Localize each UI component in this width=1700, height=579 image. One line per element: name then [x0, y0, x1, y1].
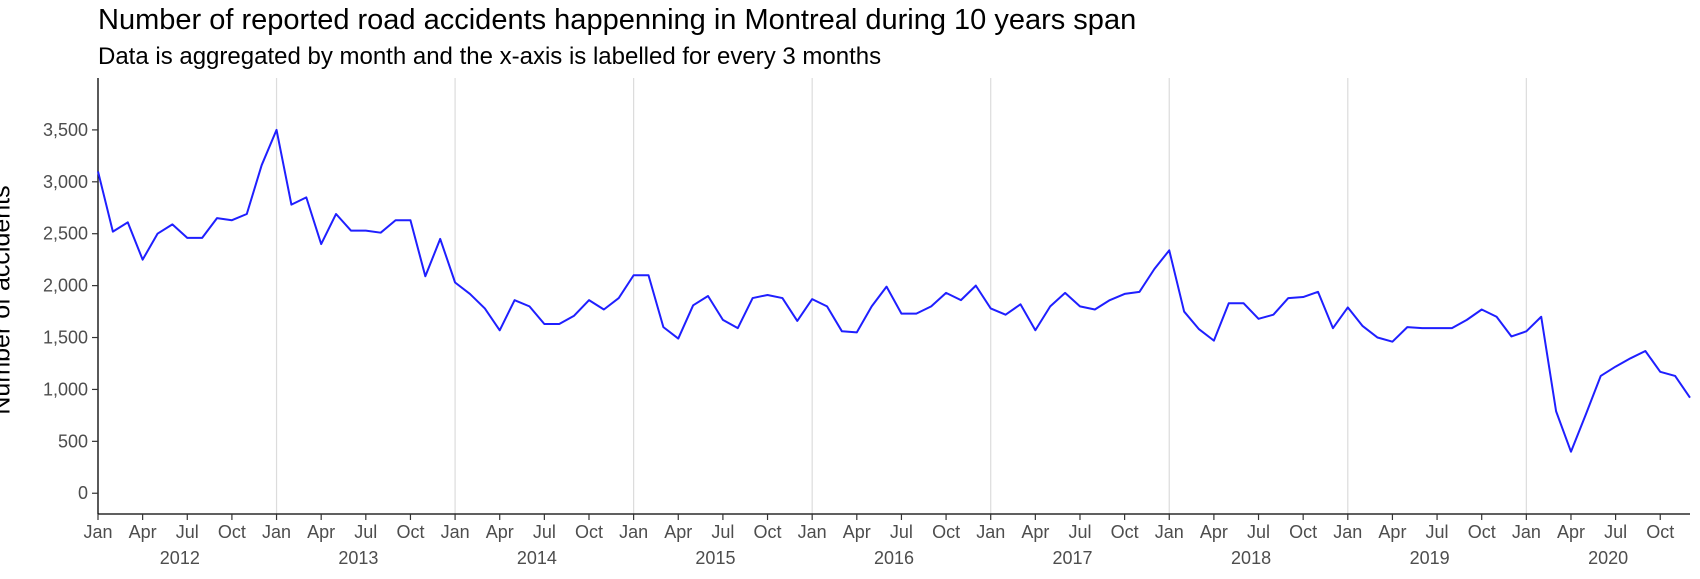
x-tick-label: Oct: [396, 522, 424, 542]
y-tick-label: 2,000: [43, 276, 88, 296]
x-tick-label: Apr: [1557, 522, 1585, 542]
x-year-label: 2014: [517, 548, 557, 568]
x-tick-label: Apr: [664, 522, 692, 542]
x-year-label: 2020: [1588, 548, 1628, 568]
x-year-label: 2012: [160, 548, 200, 568]
x-tick-label: Jan: [619, 522, 648, 542]
x-tick-label: Oct: [218, 522, 246, 542]
x-tick-label: Jan: [262, 522, 291, 542]
x-tick-label: Jul: [890, 522, 913, 542]
x-tick-label: Jul: [533, 522, 556, 542]
x-tick-label: Jan: [83, 522, 112, 542]
y-tick-label: 1,500: [43, 328, 88, 348]
x-tick-label: Oct: [1468, 522, 1496, 542]
y-tick-label: 3,500: [43, 120, 88, 140]
x-tick-label: Oct: [1289, 522, 1317, 542]
x-tick-label: Apr: [843, 522, 871, 542]
x-tick-label: Jul: [1604, 522, 1627, 542]
x-tick-label: Jan: [798, 522, 827, 542]
x-tick-label: Jan: [441, 522, 470, 542]
chart-subtitle: Data is aggregated by month and the x-ax…: [98, 43, 882, 70]
x-tick-label: Apr: [1200, 522, 1228, 542]
x-tick-label: Oct: [1646, 522, 1674, 542]
x-tick-label: Jan: [976, 522, 1005, 542]
x-tick-label: Apr: [129, 522, 157, 542]
x-tick-label: Jan: [1333, 522, 1362, 542]
y-tick-label: 1,000: [43, 379, 88, 399]
x-tick-label: Jul: [354, 522, 377, 542]
axes: [97, 78, 1690, 515]
x-tick-label: Jul: [711, 522, 734, 542]
y-tick-label: 3,000: [43, 172, 88, 192]
y-tick-label: 0: [78, 483, 88, 503]
x-tick-label: Jan: [1155, 522, 1184, 542]
series-group: [97, 128, 1691, 453]
x-tick-label: Oct: [1111, 522, 1139, 542]
x-tick-label: Oct: [575, 522, 603, 542]
x-tick-label: Jul: [1068, 522, 1091, 542]
x-tick-label: Apr: [1378, 522, 1406, 542]
x-tick-label: Apr: [307, 522, 335, 542]
x-tick-label: Jul: [176, 522, 199, 542]
y-tick-label: 2,500: [43, 224, 88, 244]
x-tick-label: Jan: [1512, 522, 1541, 542]
x-year-label: 2018: [1231, 548, 1271, 568]
x-year-label: 2019: [1410, 548, 1450, 568]
x-tick-label: Apr: [486, 522, 514, 542]
x-year-label: 2015: [695, 548, 735, 568]
chart-title: Number of reported road accidents happen…: [98, 4, 1137, 36]
x-tick-label: Oct: [754, 522, 782, 542]
x-year-label: 2016: [874, 548, 914, 568]
y-tick-label: 500: [58, 431, 88, 451]
x-tick-label: Apr: [1021, 522, 1049, 542]
x-axis-ticks: Jan Apr Jul Oct Jan Apr Jul Oct Jan Apr Jul Oct Jan A…: [83, 514, 1674, 568]
series-line: [97, 128, 1691, 453]
gridlines: [275, 78, 1527, 514]
x-year-label: 2017: [1053, 548, 1093, 568]
x-tick-label: Jul: [1426, 522, 1449, 542]
x-year-label: 2013: [338, 548, 378, 568]
x-tick-label: Jul: [1247, 522, 1270, 542]
y-axis-ticks: 0 500 1,000 1,500 2,000 2,500 3,000 3,500: [43, 120, 98, 503]
x-tick-label: Oct: [932, 522, 960, 542]
